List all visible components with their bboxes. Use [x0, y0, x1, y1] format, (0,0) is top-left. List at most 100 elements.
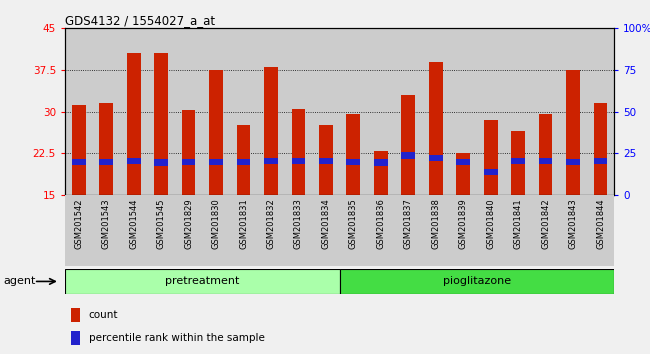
Bar [402, 152, 415, 159]
Bar [339, 195, 367, 266]
Text: agent: agent [3, 276, 36, 286]
Bar [71, 331, 81, 344]
Bar [202, 28, 230, 195]
Bar [319, 158, 333, 164]
Text: GSM201837: GSM201837 [404, 198, 413, 249]
Bar [374, 159, 387, 166]
Text: GSM201838: GSM201838 [431, 198, 440, 249]
Bar [593, 158, 607, 164]
Bar [532, 28, 559, 195]
Bar [367, 28, 395, 195]
Bar [71, 308, 81, 322]
Text: GSM201832: GSM201832 [266, 198, 276, 249]
Bar [484, 169, 497, 175]
Bar [230, 195, 257, 266]
Bar [264, 158, 278, 164]
Bar [92, 28, 120, 195]
Bar [532, 195, 559, 266]
Bar [504, 195, 532, 266]
Bar [72, 159, 86, 165]
Bar [402, 95, 415, 195]
Bar [230, 28, 257, 195]
Text: count: count [89, 310, 118, 320]
Bar [202, 195, 230, 266]
Bar [175, 28, 202, 195]
Bar [566, 70, 580, 195]
Bar [512, 158, 525, 164]
Bar [539, 114, 552, 195]
Bar [182, 110, 196, 195]
Bar [65, 195, 92, 266]
Bar [539, 158, 552, 164]
Bar [292, 158, 306, 164]
Bar [456, 153, 470, 195]
Bar [148, 28, 175, 195]
Bar [456, 159, 470, 165]
Bar [319, 125, 333, 195]
Text: GSM201836: GSM201836 [376, 198, 385, 249]
Text: GSM201839: GSM201839 [459, 198, 468, 249]
Bar [395, 195, 422, 266]
Text: GSM201833: GSM201833 [294, 198, 303, 249]
Bar [154, 53, 168, 195]
Bar [429, 62, 443, 195]
Text: GSM201835: GSM201835 [349, 198, 358, 249]
Bar [209, 70, 223, 195]
Bar [484, 120, 497, 195]
Bar [92, 195, 120, 266]
Bar [450, 195, 477, 266]
Text: GSM201844: GSM201844 [596, 198, 605, 249]
Text: percentile rank within the sample: percentile rank within the sample [89, 332, 265, 343]
Bar [312, 195, 339, 266]
Bar [566, 159, 580, 165]
Bar [346, 159, 360, 165]
Bar [346, 114, 360, 195]
Text: GSM201842: GSM201842 [541, 198, 550, 249]
Text: GSM201542: GSM201542 [74, 198, 83, 249]
Bar [237, 159, 250, 165]
Bar [312, 28, 339, 195]
Bar [429, 155, 443, 161]
Bar [512, 131, 525, 195]
Bar [504, 28, 532, 195]
Bar [339, 28, 367, 195]
Bar [587, 28, 614, 195]
Bar [65, 28, 92, 195]
Bar [120, 195, 148, 266]
Bar [559, 28, 587, 195]
Bar [374, 152, 387, 195]
Bar [99, 103, 113, 195]
Bar [175, 195, 202, 266]
Bar [422, 28, 449, 195]
Text: GSM201830: GSM201830 [211, 198, 220, 249]
Bar [209, 159, 223, 165]
Bar [127, 158, 140, 164]
Bar [257, 195, 285, 266]
Text: GSM201843: GSM201843 [569, 198, 578, 249]
Text: GSM201543: GSM201543 [101, 198, 111, 249]
Text: pioglitazone: pioglitazone [443, 276, 511, 286]
Bar [422, 195, 449, 266]
Bar [339, 269, 614, 294]
Text: GDS4132 / 1554027_a_at: GDS4132 / 1554027_a_at [65, 14, 215, 27]
Bar [587, 195, 614, 266]
Text: GSM201544: GSM201544 [129, 198, 138, 249]
Text: pretreatment: pretreatment [165, 276, 239, 286]
Bar [593, 103, 607, 195]
Bar [477, 28, 504, 195]
Text: GSM201829: GSM201829 [184, 198, 193, 249]
Bar [559, 195, 587, 266]
Bar [450, 28, 477, 195]
Bar [264, 67, 278, 195]
Bar [154, 159, 168, 166]
Text: GSM201831: GSM201831 [239, 198, 248, 249]
Bar [395, 28, 422, 195]
Bar [285, 28, 312, 195]
Bar [257, 28, 285, 195]
Bar [99, 159, 113, 165]
Text: GSM201834: GSM201834 [321, 198, 330, 249]
Text: GSM201545: GSM201545 [157, 198, 166, 249]
Bar [477, 195, 504, 266]
Bar [65, 269, 339, 294]
Bar [72, 105, 86, 195]
